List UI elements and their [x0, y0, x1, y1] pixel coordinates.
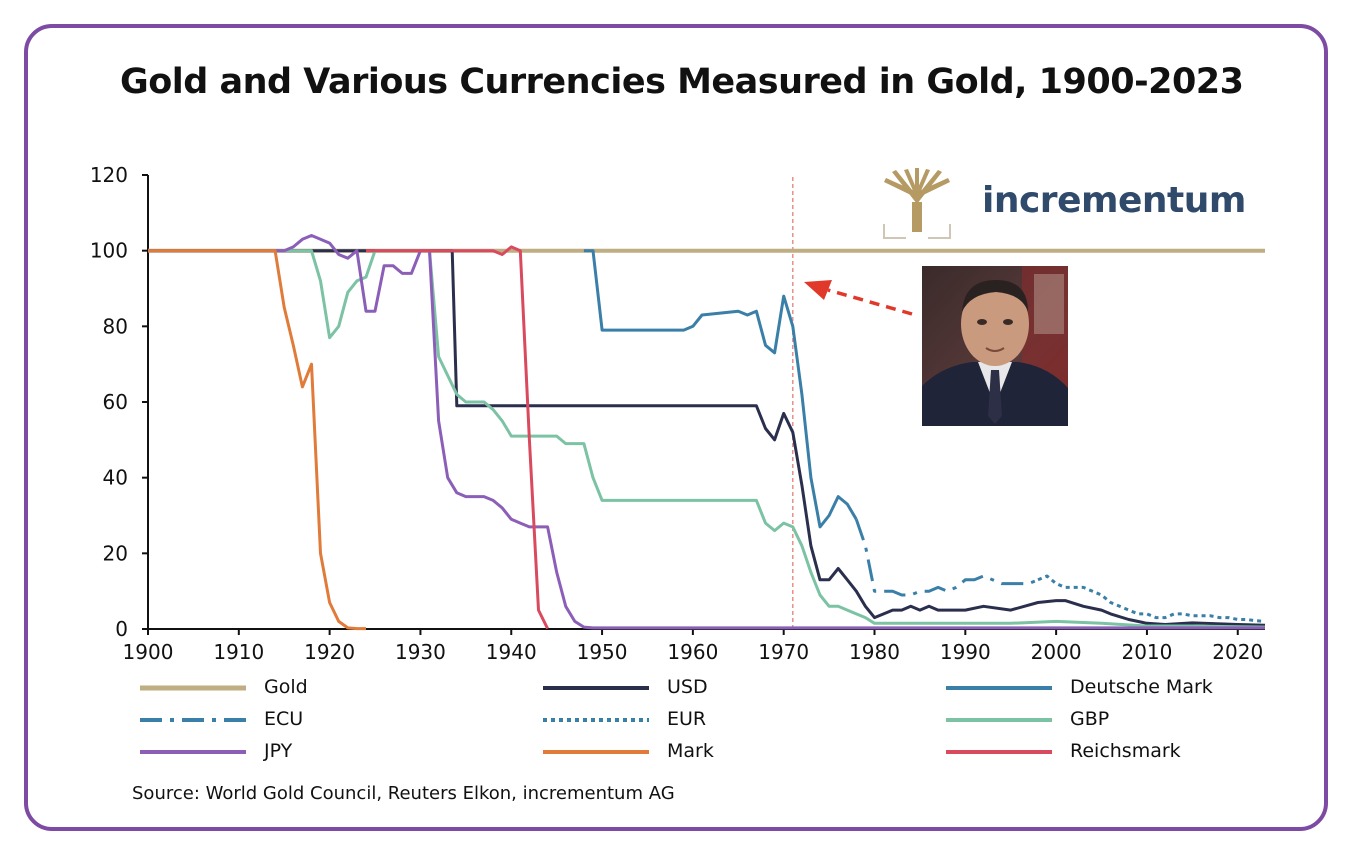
- x-tick-label: 1940: [486, 640, 537, 664]
- series-line-ecu: [854, 518, 1039, 597]
- y-tick-label: 40: [103, 466, 128, 490]
- x-tick-label: 1970: [758, 640, 809, 664]
- y-tick-label: 0: [115, 617, 128, 641]
- x-tick-label: 1910: [213, 640, 264, 664]
- y-tick-label: 80: [103, 314, 128, 338]
- series-line-reichsmark: [366, 245, 549, 630]
- x-tick-label: 2000: [1031, 640, 1082, 664]
- x-tick-label: 2010: [1121, 640, 1172, 664]
- series-line-deutsche-mark: [583, 249, 858, 529]
- x-tick-label: 1960: [667, 640, 718, 664]
- series-line-mark: [148, 249, 366, 631]
- x-tick-label: 2020: [1212, 640, 1263, 664]
- series-line-usd: [148, 249, 1266, 627]
- x-tick-label: 1920: [304, 640, 355, 664]
- logo-text: incrementum: [982, 180, 1246, 221]
- series-line-jpy: [148, 234, 1265, 630]
- y-tick-label: 100: [90, 239, 128, 263]
- portrait-photo: [922, 266, 1068, 426]
- x-tick-label: 1990: [940, 640, 991, 664]
- x-tick-label: 1900: [123, 640, 174, 664]
- chart-title: Gold and Various Currencies Measured in …: [120, 62, 1244, 102]
- y-tick-label: 20: [103, 541, 128, 565]
- x-tick-label: 1980: [849, 640, 900, 664]
- tree-logo-icon: [883, 168, 951, 239]
- x-tick-label: 1930: [395, 640, 446, 664]
- chart-frame: [24, 24, 1328, 831]
- incrementum-logo: incrementum: [882, 168, 1252, 240]
- annotation-arrow-head: [804, 280, 832, 300]
- x-tick-label: 1950: [577, 640, 628, 664]
- series-line-gbp: [148, 249, 1266, 629]
- series-line-eur: [1037, 574, 1266, 623]
- y-tick-label: 60: [103, 390, 128, 414]
- annotation-arrow-line: [827, 288, 913, 316]
- y-tick-label: 120: [90, 163, 128, 187]
- source-note: Source: World Gold Council, Reuters Elko…: [132, 783, 675, 804]
